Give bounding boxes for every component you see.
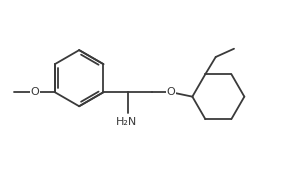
- Text: O: O: [167, 87, 175, 97]
- Text: O: O: [30, 87, 39, 97]
- Text: H₂N: H₂N: [116, 117, 137, 127]
